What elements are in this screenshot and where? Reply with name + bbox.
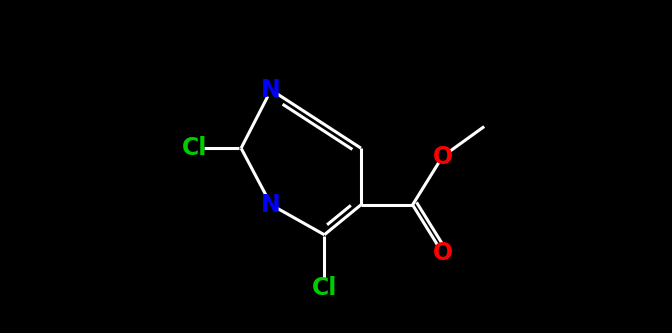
Text: O: O — [433, 241, 453, 265]
Text: O: O — [433, 145, 453, 168]
Text: Cl: Cl — [312, 276, 337, 300]
Text: N: N — [261, 193, 281, 217]
Text: Cl: Cl — [182, 136, 207, 160]
Text: N: N — [261, 78, 281, 102]
